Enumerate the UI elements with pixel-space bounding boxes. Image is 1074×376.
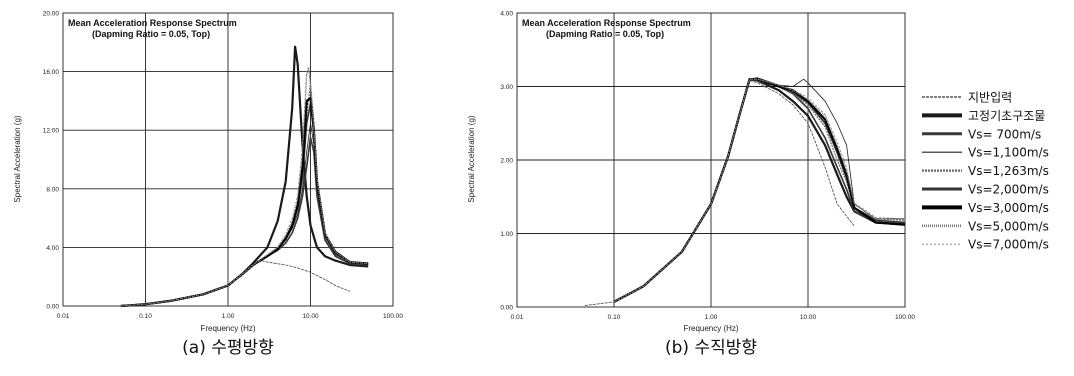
chart-b-xtick-label: 10.00: [800, 314, 817, 321]
chart-b-ytick-label: 2.00: [500, 158, 513, 165]
chart-a-title: Mean Acceleration Response Spectrum: [68, 18, 237, 28]
chart-a-xtick-label: 100.00: [383, 313, 403, 320]
chart-b-ytick-label: 4.00: [500, 11, 513, 18]
legend-label-4: Vs=1,263m/s: [968, 164, 1049, 178]
chart-b-curves: [584, 77, 906, 306]
legend-label-0: 지반입력: [968, 91, 1012, 105]
chart-b-ylabel: Spectral Acceleration (g): [467, 115, 476, 202]
legend-label-8: Vs=7,000m/s: [968, 238, 1049, 252]
chart-b-xlabel: Frequency (Hz): [683, 324, 738, 333]
chart-b-xtick-label: 1.00: [705, 314, 718, 321]
chart-b-ytick-label: 1.00: [500, 231, 513, 238]
chart-a-ytick-label: 12.00: [43, 128, 60, 135]
chart-b-caption: (b) 수직방향: [665, 338, 757, 358]
legend-label-2: Vs= 700m/s: [968, 127, 1041, 141]
chart-a-xtick-label: 10.00: [302, 313, 319, 320]
chart-b-xtick-label: 0.10: [608, 314, 621, 321]
chart-b: 0.01 0.10 1.00 10.00 100.00 0.00 1.00 2.00 3.00 4…: [467, 11, 915, 359]
chart-a-series-8: [120, 68, 369, 307]
chart-a-caption: (a) 수평방향: [182, 338, 274, 358]
chart-a-ytick-label: 8.00: [46, 186, 59, 193]
chart-b-ytick-label: 0.00: [500, 305, 513, 312]
chart-a-ylabel: Spectral Acceleration (g): [13, 115, 22, 202]
chart-a-ytick-label: 16.00: [43, 69, 60, 76]
legend-label-3: Vs=1,100m/s: [968, 146, 1049, 160]
chart-b-xtick-label: 100.00: [895, 314, 915, 321]
chart-b-xtick-label: 0.01: [511, 314, 524, 321]
chart-b-subtitle: (Dapming Ratio = 0.05, Top): [546, 29, 664, 39]
chart-a-ytick-label: 4.00: [46, 245, 59, 252]
chart-a-ytick-label: 0.00: [46, 304, 59, 311]
chart-a-xtick-label: 1.00: [222, 313, 235, 320]
legend-label-5: Vs=2,000m/s: [968, 183, 1049, 197]
chart-b-ticks: 0.01 0.10 1.00 10.00 100.00 0.00 1.00 2.00 3.00 4…: [500, 11, 915, 322]
chart-b-series-0: [584, 80, 855, 306]
chart-a: 0.01 0.10 1.00 10.00 100.00 0.00 4.00 8.00 12.00…: [13, 11, 403, 359]
chart-b-series-8: [613, 78, 906, 303]
chart-a-xtick-label: 0.10: [139, 313, 152, 320]
chart-a-ticks: 0.01 0.10 1.00 10.00 100.00 0.00 4.00 8.00 12.00…: [43, 11, 404, 321]
legend-label-1: 고정기초구조물: [968, 109, 1045, 123]
chart-b-ytick-label: 3.00: [500, 84, 513, 91]
chart-b-series-7: [613, 78, 905, 303]
chart-a-grid: [63, 13, 393, 306]
legend-label-7: Vs=5,000m/s: [968, 219, 1049, 233]
legend-label-6: Vs=3,000m/s: [968, 201, 1049, 215]
chart-a-curves: [120, 45, 369, 308]
chart-a-xtick-label: 0.01: [57, 313, 70, 320]
chart-a-xlabel: Frequency (Hz): [200, 324, 255, 333]
chart-a-ytick-label: 20.00: [43, 11, 60, 18]
chart-a-subtitle: (Dapming Ratio = 0.05, Top): [92, 29, 210, 39]
chart-b-title: Mean Acceleration Response Spectrum: [522, 18, 691, 28]
